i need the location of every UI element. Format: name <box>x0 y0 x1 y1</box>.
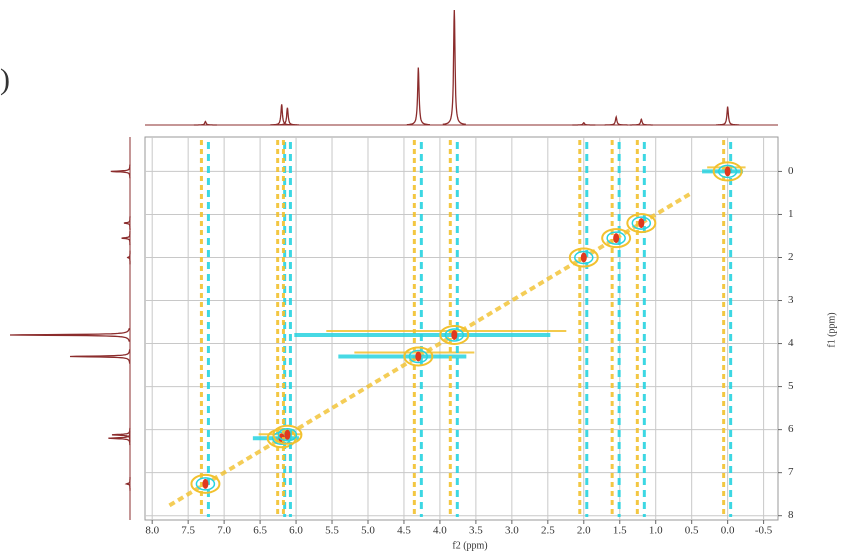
y-tick-label: 1 <box>788 208 794 220</box>
projection-peak <box>442 9 467 126</box>
x-tick-label: 6.0 <box>289 525 303 537</box>
cross-peak <box>702 140 746 517</box>
peak-contour <box>631 216 652 230</box>
projection-peak <box>572 121 596 126</box>
projection-peak <box>629 118 653 126</box>
y-tick-label: 8 <box>788 509 794 521</box>
projection-peak <box>110 164 131 179</box>
peak-contour <box>606 231 626 245</box>
peak-contour <box>439 324 470 345</box>
x-tick-label: 0.0 <box>721 525 735 537</box>
y-tick-label: 5 <box>788 380 794 392</box>
projection-peak <box>124 477 131 491</box>
x-tick-label: 1.5 <box>613 525 627 537</box>
x-tick-label: 3.0 <box>505 525 519 537</box>
panel-label: ) <box>0 63 10 96</box>
peak-contour <box>601 228 632 249</box>
projection-peak <box>193 120 217 126</box>
y-tick-label: 3 <box>788 294 794 306</box>
projection-peak <box>406 67 430 126</box>
y-tick-label: 7 <box>788 466 794 478</box>
peak-center <box>284 429 291 440</box>
cross-peak <box>338 140 475 517</box>
projection-peak <box>270 104 294 126</box>
x-axis-label: f2 (ppm) <box>452 540 487 551</box>
peak-center <box>580 252 587 263</box>
peak-contour <box>277 428 298 442</box>
peak-contour <box>444 328 465 342</box>
peak-contour <box>271 431 292 445</box>
cross-peak <box>568 140 599 517</box>
x-tick-label: 6.5 <box>253 525 267 537</box>
peak-contour <box>190 473 221 494</box>
cross-peak <box>294 140 567 517</box>
peak-contour <box>195 477 216 491</box>
projection-peak <box>716 106 740 126</box>
x-tick-label: 2.5 <box>541 525 555 537</box>
projection-peak <box>123 216 131 230</box>
cross-peak <box>626 140 657 517</box>
cross-peak <box>601 140 632 517</box>
x-tick-label: 2.0 <box>577 525 591 537</box>
peak-contour <box>712 161 743 182</box>
projection-peak <box>111 427 131 442</box>
y-axis-label: f1 (ppm) <box>826 312 837 347</box>
projection-peak <box>108 431 131 446</box>
x-tick-label: 8.0 <box>145 525 159 537</box>
peak-center <box>638 218 645 229</box>
x-tick-label: 0.5 <box>685 525 699 537</box>
projection-peak <box>604 114 628 126</box>
cross-peak <box>272 140 303 517</box>
projection-peak <box>121 231 131 246</box>
x-tick-label: 1.0 <box>649 525 663 537</box>
x-tick-label: 5.0 <box>361 525 375 537</box>
x-tick-label: 4.0 <box>433 525 447 537</box>
cross-peak <box>190 140 221 517</box>
x-tick-label: 7.0 <box>217 525 231 537</box>
y-tick-label: 0 <box>788 165 794 177</box>
y-tick-label: 6 <box>788 423 794 435</box>
x-tick-label: 7.5 <box>181 525 195 537</box>
peak-contour <box>403 346 434 367</box>
x-tick-label: -0.5 <box>755 525 773 537</box>
peak-center <box>202 478 209 489</box>
y-tick-label: 2 <box>788 251 794 263</box>
peak-contour <box>568 247 599 268</box>
projection-peak <box>275 107 299 126</box>
x-tick-label: 4.5 <box>397 525 411 537</box>
peak-contour <box>408 349 429 364</box>
projection-peak <box>9 328 130 342</box>
peak-center <box>415 351 422 362</box>
peak-center <box>613 233 620 244</box>
peak-center <box>724 166 731 177</box>
projection-peak <box>126 250 131 265</box>
peak-contour <box>272 424 303 445</box>
peak-center <box>451 329 458 340</box>
diagonal-ridge <box>168 191 693 508</box>
peak-contour <box>717 164 738 179</box>
y-tick-label: 4 <box>788 337 794 349</box>
plot-frame <box>144 136 779 521</box>
peak-contour <box>574 250 594 265</box>
projection-peak <box>69 349 131 364</box>
peak-contour <box>626 213 657 234</box>
x-tick-label: 3.5 <box>469 525 483 537</box>
x-tick-label: 5.5 <box>325 525 339 537</box>
